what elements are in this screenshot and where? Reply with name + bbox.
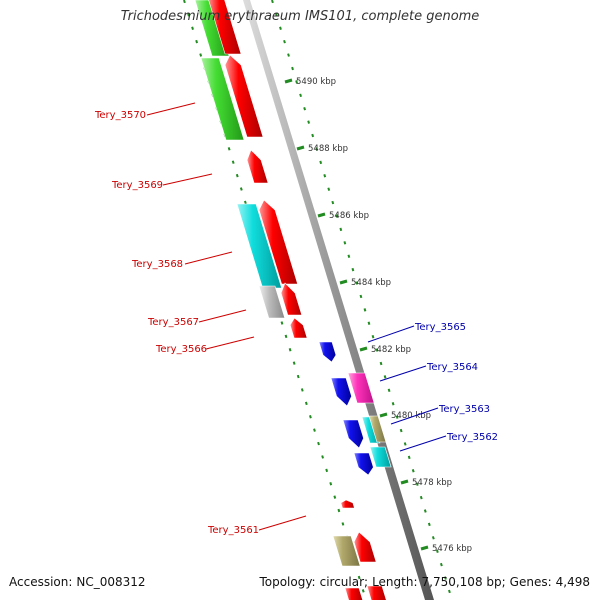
tick-mark: 5488 kbp bbox=[296, 144, 348, 154]
tick-mark: 5476 kbp bbox=[420, 544, 472, 554]
gene-feature[interactable] bbox=[344, 587, 363, 600]
length-label: Length: bbox=[372, 575, 418, 589]
gene-feature[interactable] bbox=[353, 531, 377, 563]
tick-mark: 5478 kbp bbox=[400, 478, 452, 488]
gene-feature[interactable] bbox=[258, 199, 299, 285]
gene-feature[interactable] bbox=[369, 446, 392, 468]
genome-title: Trichodesmium erythraeum IMS101, complet… bbox=[120, 9, 480, 24]
gene-feature[interactable] bbox=[332, 535, 361, 567]
tick-label: 5482 kbp bbox=[371, 345, 411, 355]
genes-label: Genes: bbox=[509, 575, 552, 589]
svg-text:Tery_3570: Tery_3570 bbox=[94, 110, 146, 121]
gene-feature[interactable] bbox=[289, 317, 308, 339]
gene-feature[interactable] bbox=[368, 415, 387, 443]
gene-feature[interactable] bbox=[330, 377, 352, 407]
gene-label[interactable]: Tery_3562 bbox=[399, 432, 498, 452]
svg-text:Tery_3562: Tery_3562 bbox=[446, 432, 498, 443]
gene-label[interactable]: Tery_3561 bbox=[207, 515, 307, 536]
gene-feature[interactable] bbox=[200, 57, 245, 141]
tick-label: 5476 kbp bbox=[432, 544, 472, 554]
tick-mark: 5490 kbp bbox=[284, 77, 336, 87]
gene-feature[interactable] bbox=[340, 499, 355, 509]
gene-feature[interactable] bbox=[224, 54, 264, 138]
accession-info: Accession: NC_008312 bbox=[9, 575, 146, 589]
length-value: 7,750,108 bp; bbox=[421, 575, 506, 589]
tick-mark: 5486 kbp bbox=[317, 211, 369, 221]
svg-text:Tery_3565: Tery_3565 bbox=[414, 322, 466, 333]
gene-feature[interactable] bbox=[353, 452, 374, 476]
scale-ticks: 5476 kbp 5478 kbp 5480 kbp 5482 kbp 5484… bbox=[284, 77, 472, 554]
gene-features bbox=[194, 0, 392, 600]
gene-feature[interactable] bbox=[280, 282, 303, 316]
svg-text:Tery_3561: Tery_3561 bbox=[207, 525, 259, 536]
svg-text:Tery_3567: Tery_3567 bbox=[147, 317, 199, 328]
tick-mark: 5484 kbp bbox=[339, 278, 391, 288]
tick-label: 5486 kbp bbox=[329, 211, 369, 221]
gene-label[interactable]: Tery_3564 bbox=[379, 362, 478, 382]
svg-text:Tery_3566: Tery_3566 bbox=[155, 344, 207, 355]
genes-value: 4,498 bbox=[555, 575, 590, 589]
svg-text:Tery_3569: Tery_3569 bbox=[111, 180, 163, 191]
gene-label[interactable]: Tery_3566 bbox=[155, 336, 255, 355]
tick-label: 5488 kbp bbox=[308, 144, 348, 154]
gene-feature[interactable] bbox=[342, 419, 364, 449]
gene-label[interactable]: Tery_3565 bbox=[367, 322, 466, 343]
tick-mark: 5482 kbp bbox=[359, 345, 411, 355]
gene-feature[interactable] bbox=[246, 149, 269, 184]
genome-stats: Topology: circular; Length: 7,750,108 bp; Ge… bbox=[259, 575, 590, 589]
guide-line bbox=[271, 0, 453, 600]
gene-feature[interactable] bbox=[318, 341, 337, 363]
tick-label: 5484 kbp bbox=[351, 278, 391, 288]
backbone-strand bbox=[243, 0, 434, 600]
gene-feature[interactable] bbox=[194, 0, 230, 57]
topology-label: Topology: bbox=[259, 575, 316, 589]
gene-feature[interactable] bbox=[366, 585, 387, 600]
gene-label[interactable]: Tery_3569 bbox=[111, 173, 213, 191]
svg-text:Tery_3568: Tery_3568 bbox=[131, 259, 183, 270]
genome-backbone bbox=[243, 0, 434, 600]
gene-feature[interactable] bbox=[347, 372, 375, 404]
gene-label[interactable]: Tery_3567 bbox=[147, 309, 247, 328]
accession-value: NC_008312 bbox=[76, 575, 146, 589]
svg-text:Tery_3564: Tery_3564 bbox=[426, 362, 478, 373]
tick-label: 5478 kbp bbox=[412, 478, 452, 488]
gene-label[interactable]: Tery_3563 bbox=[390, 404, 490, 425]
topology-value: circular; bbox=[319, 575, 369, 589]
gene-labels-right: Tery_3565 Tery_3564 Tery_3563 Tery_3562 bbox=[367, 322, 498, 452]
gene-labels-left: Tery_3570 Tery_3569 Tery_3568 Tery_3567 … bbox=[94, 102, 307, 536]
gene-feature[interactable] bbox=[208, 0, 242, 55]
accession-label: Accession: bbox=[9, 575, 73, 589]
tick-mark: 5480 kbp bbox=[379, 411, 431, 421]
svg-text:Tery_3563: Tery_3563 bbox=[438, 404, 490, 415]
gene-feature[interactable] bbox=[236, 203, 283, 289]
tick-label: 5480 kbp bbox=[391, 411, 431, 421]
gene-label[interactable]: Tery_3570 bbox=[94, 102, 196, 121]
tick-label: 5490 kbp bbox=[296, 77, 336, 87]
gene-feature[interactable] bbox=[258, 285, 286, 319]
gene-label[interactable]: Tery_3568 bbox=[131, 251, 233, 270]
